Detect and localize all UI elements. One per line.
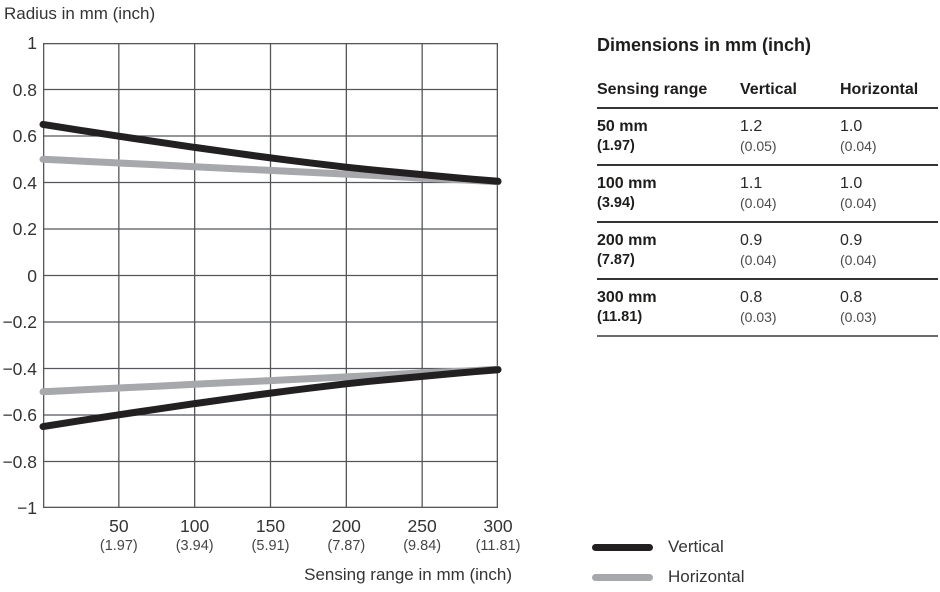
plot-border <box>42 42 499 509</box>
horizontal-cell-value: 0.8 <box>840 289 863 306</box>
x-tick-label: 100 (3.94) <box>150 516 240 555</box>
x-tick-mm: 300 <box>483 516 513 536</box>
range-cell-value: 300 mm <box>597 289 657 306</box>
vertical-cell-value: 1.1 <box>740 175 763 192</box>
y-tick-label: −0.6 <box>2 405 37 425</box>
col-header-vertical: Vertical <box>740 81 840 109</box>
y-tick-label: 0.8 <box>12 79 37 100</box>
col-header-horizontal: Horizontal <box>840 81 938 109</box>
horizontal-cell-inch: (0.04) <box>840 252 877 268</box>
horizontal-cell-inch: (0.03) <box>840 309 877 325</box>
horizontal-cell-inch: (0.04) <box>840 138 877 154</box>
y-tick-label: 0 <box>27 265 37 286</box>
table-header-row: Sensing range Vertical Horizontal <box>597 81 938 109</box>
vertical-cell-inch: (0.03) <box>740 309 777 325</box>
horizontal-cell: 0.8 (0.03) <box>840 279 938 337</box>
legend-label: Horizontal <box>668 567 745 586</box>
horizontal-cell: 0.9 (0.04) <box>840 222 938 280</box>
x-tick-inch: (1.97) <box>99 538 138 554</box>
vertical-cell-value: 0.8 <box>740 289 763 306</box>
range-cell-inch: (3.94) <box>597 195 635 211</box>
x-tick-mm: 200 <box>331 516 361 536</box>
vertical-cell: 0.8 (0.03) <box>740 279 840 337</box>
y-tick-label: 0.6 <box>12 126 37 146</box>
x-tick-label: 150 (5.91) <box>226 516 316 555</box>
y-tick-label: −1 <box>17 498 37 518</box>
x-tick-label: 200 (7.87) <box>301 516 391 555</box>
table-title: Dimensions in mm (inch) <box>597 35 812 55</box>
range-cell-value: 200 mm <box>597 232 657 249</box>
y-tick-label: −0.2 <box>2 312 37 332</box>
range-cell-inch: (1.97) <box>597 138 635 154</box>
legend-item-vertical: Vertical <box>592 536 745 558</box>
y-tick-label: 0.2 <box>12 219 37 239</box>
x-tick-mm: 100 <box>180 516 210 536</box>
legend-item-horizontal: Horizontal <box>592 566 745 588</box>
x-tick-label: 250 (9.84) <box>377 516 467 555</box>
x-tick-inch: (3.94) <box>175 538 214 554</box>
horizontal-cell-value: 1.0 <box>840 175 863 192</box>
vertical-cell: 1.1 (0.04) <box>740 165 840 223</box>
range-cell: 300 mm (11.81) <box>597 279 740 337</box>
x-tick-label: 300 (11.81) <box>453 516 543 555</box>
vertical-cell: 0.9 (0.04) <box>740 222 840 280</box>
series-vertical-mirror <box>39 366 502 431</box>
table-row: 50 mm (1.97) 1.2 (0.05) 1.0 (0.04) <box>597 108 938 166</box>
dimensions-table-panel: Dimensions in mm (inch) Sensing range Ve… <box>597 34 938 337</box>
x-tick-inch: (9.84) <box>403 538 442 554</box>
vertical-cell: 1.2 (0.05) <box>740 108 840 166</box>
x-tick-mm: 150 <box>255 516 286 536</box>
chart-plot <box>39 42 502 509</box>
y-tick-label: 0.4 <box>12 172 37 193</box>
vertical-cell-value: 1.2 <box>740 118 763 135</box>
horizontal-line-swatch <box>592 573 653 581</box>
legend: Vertical Horizontal <box>592 536 745 592</box>
horizontal-cell: 1.0 (0.04) <box>840 108 938 166</box>
series-vertical <box>39 120 502 185</box>
range-cell-value: 100 mm <box>597 175 657 192</box>
horizontal-cell: 1.0 (0.04) <box>840 165 938 223</box>
range-cell-inch: (7.87) <box>597 252 635 268</box>
dimensions-table: Sensing range Vertical Horizontal 50 mm (… <box>597 81 938 337</box>
range-cell: 100 mm (3.94) <box>597 165 740 223</box>
x-tick-inch: (7.87) <box>327 538 366 554</box>
horizontal-cell-value: 0.9 <box>840 232 863 249</box>
table-row: 300 mm (11.81) 0.8 (0.03) 0.8 (0.03) <box>597 279 938 337</box>
y-tick-label: −0.4 <box>2 358 37 379</box>
x-tick-mm: 50 <box>109 516 129 536</box>
range-cell-inch: (11.81) <box>597 309 643 325</box>
x-tick-inch: (5.91) <box>251 538 290 554</box>
vertical-line-swatch <box>592 543 653 551</box>
range-cell-value: 50 mm <box>597 118 648 135</box>
legend-label: Vertical <box>668 537 724 556</box>
col-header-sensing-range: Sensing range <box>597 81 740 109</box>
vertical-cell-inch: (0.04) <box>740 252 777 268</box>
y-tick-label: 1 <box>27 33 37 53</box>
x-tick-label: 50 (1.97) <box>74 516 164 555</box>
horizontal-cell-inch: (0.04) <box>840 195 877 211</box>
vertical-cell-inch: (0.04) <box>740 195 777 211</box>
x-tick-inch: (11.81) <box>475 538 521 554</box>
table-row: 100 mm (3.94) 1.1 (0.04) 1.0 (0.04) <box>597 165 938 223</box>
range-cell: 200 mm (7.87) <box>597 222 740 280</box>
x-axis-title: Sensing range in mm (inch) <box>304 565 512 584</box>
x-tick-mm: 250 <box>407 516 437 536</box>
horizontal-cell-value: 1.0 <box>840 118 863 135</box>
vertical-cell-value: 0.9 <box>740 232 763 249</box>
range-cell: 50 mm (1.97) <box>597 108 740 166</box>
y-axis-title: Radius in mm (inch) <box>4 4 156 23</box>
vertical-cell-inch: (0.05) <box>740 138 777 154</box>
y-tick-label: −0.8 <box>2 451 37 472</box>
table-row: 200 mm (7.87) 0.9 (0.04) 0.9 (0.04) <box>597 222 938 280</box>
